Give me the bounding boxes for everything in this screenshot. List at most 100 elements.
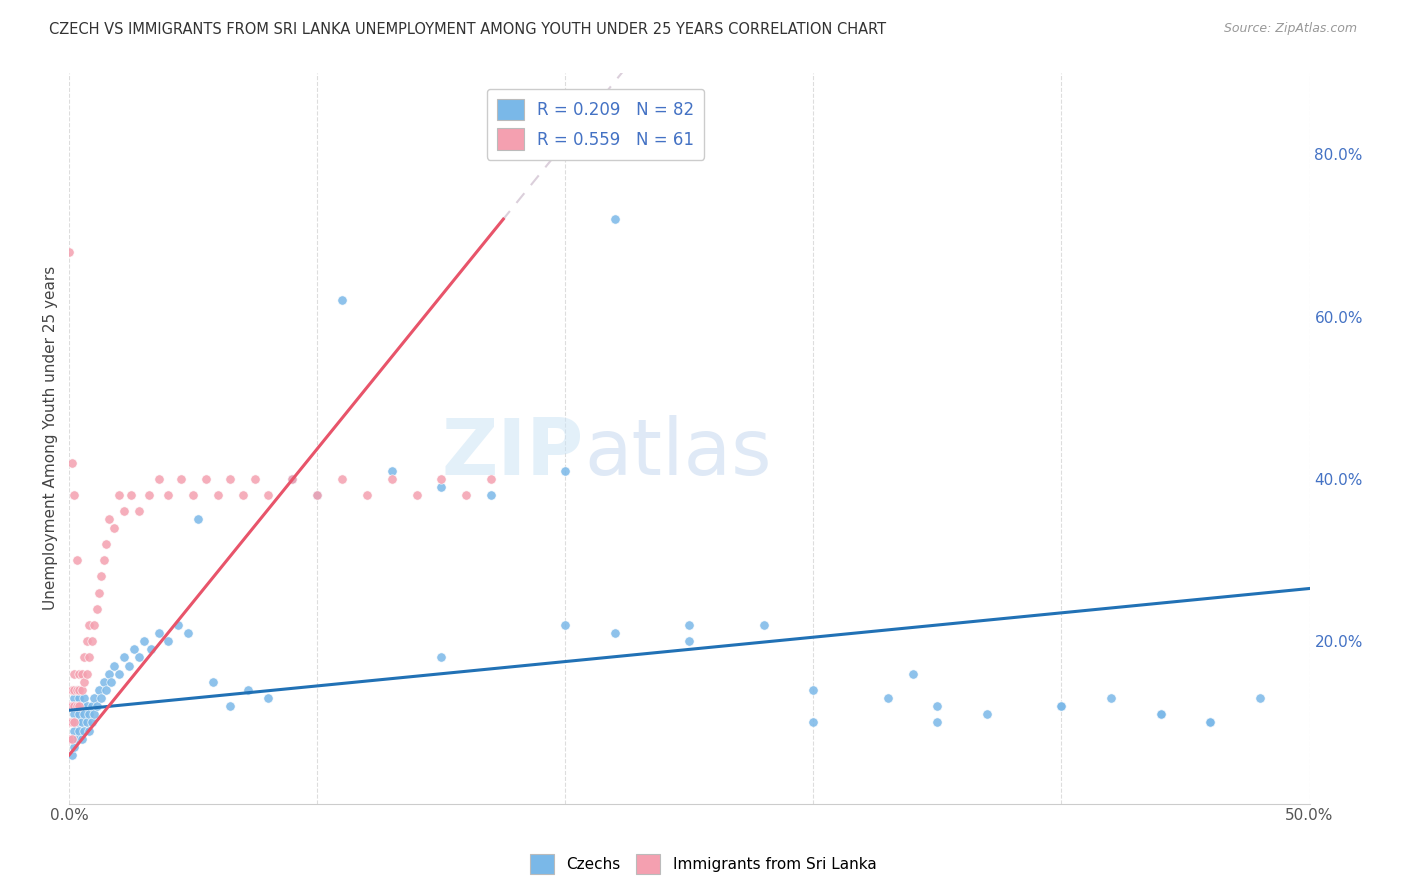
Point (177, 626, 200, 640)
Point (976, 707, 998, 722)
Point (236, 683, 259, 698)
Point (63, 715, 86, 730)
Point (927, 699, 949, 714)
Point (245, 472, 267, 486)
Point (1050, 699, 1073, 714)
Point (108, 488, 131, 502)
Point (60, 715, 83, 730)
Point (1199, 715, 1222, 730)
Point (73, 674, 96, 689)
Point (63, 699, 86, 714)
Point (66, 699, 89, 714)
Point (63, 723, 86, 738)
Point (90, 569, 112, 583)
Point (927, 715, 949, 730)
Point (66, 683, 89, 698)
Text: Source: ZipAtlas.com: Source: ZipAtlas.com (1223, 22, 1357, 36)
Point (256, 691, 278, 706)
Point (73, 723, 96, 738)
Point (63, 666, 86, 681)
Point (73, 707, 96, 722)
Text: CZECH VS IMMIGRANTS FROM SRI LANKA UNEMPLOYMENT AMONG YOUTH UNDER 25 YEARS CORRE: CZECH VS IMMIGRANTS FROM SRI LANKA UNEMP… (49, 22, 886, 37)
Point (60, 715, 83, 730)
Point (112, 650, 135, 665)
Point (148, 472, 170, 486)
Point (128, 504, 150, 518)
Point (108, 666, 131, 681)
Point (678, 618, 700, 632)
Point (60, 731, 83, 746)
Point (86, 699, 108, 714)
Point (76, 715, 98, 730)
Point (430, 472, 453, 486)
Point (603, 212, 626, 227)
Point (66, 553, 89, 567)
Point (77, 707, 100, 722)
Point (1099, 691, 1122, 706)
Point (219, 699, 242, 714)
Legend: R = 0.209   N = 82, R = 0.559   N = 61: R = 0.209 N = 82, R = 0.559 N = 61 (486, 88, 704, 160)
Point (1150, 707, 1173, 722)
Y-axis label: Unemployment Among Youth under 25 years: Unemployment Among Youth under 25 years (44, 266, 58, 610)
Point (1050, 699, 1073, 714)
Point (67, 691, 90, 706)
Point (479, 488, 502, 502)
Point (83, 618, 105, 632)
Point (554, 618, 576, 632)
Point (67, 683, 90, 698)
Point (96, 537, 118, 551)
Point (76, 699, 98, 714)
Point (132, 634, 155, 648)
Point (66, 731, 89, 746)
Point (60, 456, 83, 470)
Point (70, 683, 93, 698)
Point (67, 707, 90, 722)
Point (307, 488, 329, 502)
Point (901, 666, 924, 681)
Point (1249, 691, 1271, 706)
Point (281, 472, 304, 486)
Point (1150, 707, 1173, 722)
Point (752, 618, 775, 632)
Point (112, 504, 135, 518)
Point (58, 699, 80, 714)
Point (122, 642, 145, 657)
Point (97, 512, 120, 526)
Point (148, 626, 170, 640)
Point (207, 488, 229, 502)
Point (60, 683, 83, 698)
Point (405, 488, 427, 502)
Point (90, 691, 112, 706)
Point (66, 715, 89, 730)
Point (87, 683, 110, 698)
Point (63, 683, 86, 698)
Point (139, 642, 162, 657)
Point (63, 707, 86, 722)
Point (356, 488, 378, 502)
Point (73, 650, 96, 665)
Point (97, 666, 120, 681)
Legend: Czechs, Immigrants from Sri Lanka: Czechs, Immigrants from Sri Lanka (523, 848, 883, 880)
Point (60, 731, 83, 746)
Point (803, 683, 825, 698)
Point (194, 472, 217, 486)
Point (77, 723, 100, 738)
Point (60, 699, 83, 714)
Point (128, 650, 150, 665)
Point (80, 634, 103, 648)
Text: atlas: atlas (583, 415, 772, 491)
Point (678, 634, 700, 648)
Point (181, 488, 204, 502)
Point (87, 585, 110, 599)
Point (103, 658, 125, 673)
Point (456, 488, 478, 502)
Point (281, 472, 304, 486)
Point (93, 674, 115, 689)
Point (70, 666, 93, 681)
Point (93, 553, 115, 567)
Point (70, 715, 93, 730)
Point (157, 634, 180, 648)
Point (430, 480, 453, 494)
Text: ZIP: ZIP (441, 415, 583, 491)
Point (167, 618, 190, 632)
